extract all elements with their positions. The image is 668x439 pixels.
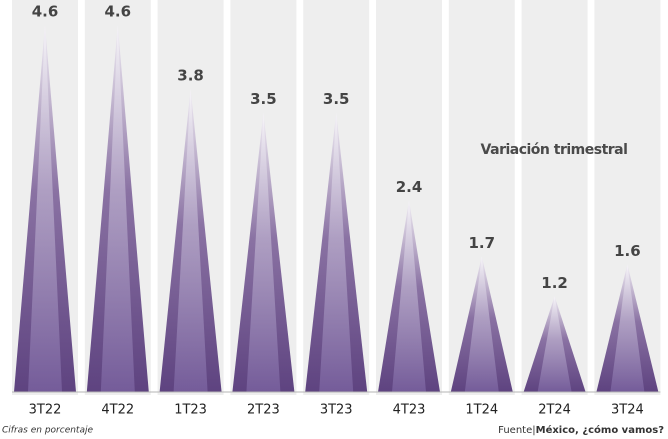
value-label: 4.6	[105, 2, 132, 20]
x-tick-label: 2T24	[538, 403, 571, 418]
x-tick-label: 1T24	[465, 403, 498, 418]
value-label: 2.4	[396, 178, 423, 196]
bar-shade	[610, 264, 645, 392]
value-label: 1.7	[469, 234, 496, 252]
x-tick-label: 4T23	[393, 403, 426, 418]
x-tick-label: 3T24	[611, 403, 644, 418]
value-label: 3.5	[323, 90, 350, 108]
value-label: 3.5	[250, 90, 277, 108]
x-tick-label: 4T22	[101, 403, 134, 418]
value-label: 1.6	[614, 242, 641, 260]
value-label: 4.6	[32, 2, 59, 20]
bar-shade	[28, 24, 62, 392]
value-label: 1.2	[541, 274, 568, 292]
bar-shade	[100, 24, 135, 392]
value-label: 3.8	[177, 66, 204, 84]
bar-shade	[246, 112, 281, 393]
note: Cifras en porcentaje	[2, 426, 93, 436]
bar-shade	[464, 256, 499, 392]
annotation: Variación trimestral	[481, 142, 628, 158]
bar-shade	[173, 88, 208, 393]
x-tick-label: 3T22	[29, 403, 62, 418]
source-name: México, ¿cómo vamos?	[536, 424, 665, 436]
panels	[12, 0, 661, 395]
x-tick-label: 3T23	[320, 403, 353, 418]
bar-shade	[537, 296, 572, 392]
bar-shade	[319, 112, 354, 393]
bar-shade	[392, 200, 426, 392]
source-label: Fuente|	[498, 425, 535, 436]
source: Fuente|México, ¿cómo vamos?	[498, 424, 664, 436]
x-tick-label: 2T23	[247, 403, 280, 418]
x-tick-label: 1T23	[174, 403, 207, 418]
